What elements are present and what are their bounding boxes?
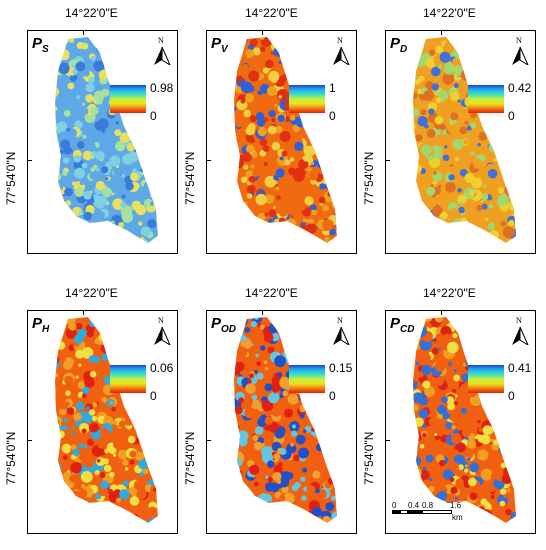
north-label: N [516,36,522,45]
panel-subscript: V [221,44,228,55]
map-frame: PD N 0.42 0 [385,30,536,254]
scale-bar-tick-label: 0.8 [422,501,434,510]
study-area-map [234,317,337,523]
study-area-map [55,37,158,243]
lon-tick [261,310,263,315]
latitude-label: 77°54'0"N [4,431,18,485]
scale-bar-tick-label: 1.6 [450,501,462,510]
legend-min-label: 0 [150,109,157,123]
legend-max-label: 0.41 [508,361,532,375]
lon-tick [261,30,263,35]
scale-bar-segment [422,510,452,514]
longitude-label: 14°22'0"E [65,6,118,20]
legend-color-ramp [110,365,146,393]
legend-min-label: 0 [150,389,157,403]
study-area-map [55,317,158,523]
panel-subscript: OD [221,324,237,335]
lat-tick [27,440,32,441]
longitude-label: 14°22'0"E [423,286,476,300]
panel-symbol: P [390,35,401,52]
north-arrow-icon: N [151,36,173,65]
longitude-label: 14°22'0"E [245,286,298,300]
legend-min-label: 0 [508,389,515,403]
legend-color-ramp [289,85,325,113]
lat-tick [27,160,32,161]
panel-title: PCD [390,315,414,335]
north-arrow-icon: N [509,316,531,345]
map-frame: PS N 0.98 0 [27,30,178,254]
north-arrow-icon: N [151,316,173,345]
panel-title: PH [32,315,49,335]
latitude-label: 77°54'0"N [183,151,197,205]
north-label: N [516,316,522,325]
lat-tick [206,160,211,161]
panel-title: POD [211,315,236,335]
longitude-label: 14°22'0"E [423,6,476,20]
north-label: N [158,36,164,45]
legend-color-ramp [289,365,325,393]
panel-subscript: D [400,44,408,55]
panel-symbol: P [390,315,401,332]
legend-max-label: 0.98 [150,81,174,95]
latitude-label: 77°54'0"N [4,151,18,205]
legend-max-label: 0.15 [329,361,353,375]
legend-max-label: 0.42 [508,81,532,95]
panel-subscript: CD [400,324,415,335]
lon-tick [440,310,442,315]
scale-bar-segment [408,510,422,514]
latitude-label: 77°54'0"N [362,151,376,205]
legend-min-label: 0 [508,109,515,123]
map-frame: PH N 0.06 0 [27,310,178,534]
north-arrow-icon: N [509,36,531,65]
longitude-label: 14°22'0"E [65,286,118,300]
lat-tick [206,440,211,441]
map-frame: PCD N 0.41 0 0 0.4 0.8 1.6 km [385,310,536,534]
panel-subscript: S [42,44,49,55]
scale-bar-tick-label: 0.4 [408,501,420,510]
legend-max-label: 1 [329,81,336,95]
longitude-label: 14°22'0"E [245,6,298,20]
scale-bar-segment [400,510,408,514]
legend-color-ramp [468,85,504,113]
north-arrow-icon: N [330,316,352,345]
panel-symbol: P [211,315,222,332]
legend-min-label: 0 [329,389,336,403]
panel-symbol: P [32,315,43,332]
lon-tick [82,30,84,35]
north-arrow-icon: N [330,36,352,65]
north-label: N [158,316,164,325]
north-label: N [337,316,343,325]
lat-tick [385,440,390,441]
scale-bar: 0 0.4 0.8 1.6 km [392,501,502,527]
scale-bar-segment [392,510,400,514]
panel-title: PS [32,35,49,55]
lon-tick [82,310,84,315]
panel-title: PD [390,35,407,55]
study-area-map [413,317,516,523]
north-label: N [337,36,343,45]
latitude-label: 77°54'0"N [362,431,376,485]
scale-bar-unit: km [452,513,463,522]
panel-symbol: P [211,35,222,52]
panel-title: PV [211,35,228,55]
legend-min-label: 0 [329,109,336,123]
lat-tick [385,160,390,161]
latitude-label: 77°54'0"N [183,431,197,485]
legend-max-label: 0.06 [150,361,174,375]
map-frame: POD N 0.15 0 [206,310,357,534]
lon-tick [440,30,442,35]
scale-bar-tick-label: 0 [392,501,397,510]
map-frame: PV N 1 0 [206,30,357,254]
panel-subscript: H [42,324,50,335]
panel-symbol: P [32,35,43,52]
legend-color-ramp [468,365,504,393]
legend-color-ramp [110,85,146,113]
